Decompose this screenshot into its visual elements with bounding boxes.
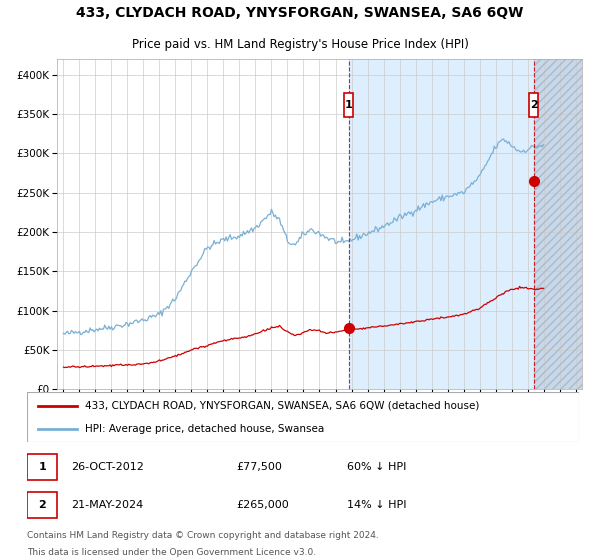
Text: 14% ↓ HPI: 14% ↓ HPI [347, 500, 407, 510]
433, CLYDACH ROAD, YNYSFORGAN, SWANSEA, SA6 6QW (detached house) [60, 363, 67, 370]
Text: Contains HM Land Registry data © Crown copyright and database right 2024.: Contains HM Land Registry data © Crown c… [27, 531, 379, 540]
Text: 1: 1 [38, 462, 46, 472]
HPI: Average price, detached house, Swansea: (2.02e+03, 2.85e+05): Average price, detached house, Swansea: … [482, 161, 490, 168]
433, CLYDACH ROAD, YNYSFORGAN, SWANSEA, SA6 6QW (detached house) [61, 364, 68, 371]
Text: 26-OCT-2012: 26-OCT-2012 [71, 462, 144, 472]
Text: This data is licensed under the Open Government Licence v3.0.: This data is licensed under the Open Gov… [27, 548, 316, 557]
Bar [529, 92, 538, 118]
Text: 433, CLYDACH ROAD, YNYSFORGAN, SWANSEA, SA6 6QW: 433, CLYDACH ROAD, YNYSFORGAN, SWANSEA, … [76, 6, 524, 20]
Line: 433, CLYDACH ROAD, YNYSFORGAN, SWANSEA, SA6 6QW (detached house): 433, CLYDACH ROAD, YNYSFORGAN, SWANSEA, … [64, 286, 544, 367]
Text: £77,500: £77,500 [237, 462, 283, 472]
433, CLYDACH ROAD, YNYSFORGAN, SWANSEA, SA6 6QW (detached house) [350, 325, 358, 332]
Text: 2: 2 [530, 100, 538, 110]
Text: HPI: Average price, detached house, Swansea: HPI: Average price, detached house, Swan… [85, 424, 324, 434]
Text: 60% ↓ HPI: 60% ↓ HPI [347, 462, 407, 472]
Text: 2: 2 [38, 500, 46, 510]
433, CLYDACH ROAD, YNYSFORGAN, SWANSEA, SA6 6QW (detached house) [151, 359, 158, 366]
Text: 1: 1 [345, 100, 353, 110]
433, CLYDACH ROAD, YNYSFORGAN, SWANSEA, SA6 6QW (detached house) [74, 363, 82, 370]
Bar [533, 59, 598, 389]
Text: £265,000: £265,000 [237, 500, 290, 510]
433, CLYDACH ROAD, YNYSFORGAN, SWANSEA, SA6 6QW (detached house) [482, 301, 490, 307]
Bar [533, 59, 598, 389]
HPI: Average price, detached house, Swansea: (2e+03, 6.94e+04): Average price, detached house, Swansea: … [77, 331, 85, 338]
Text: Price paid vs. HM Land Registry's House Price Index (HPI): Price paid vs. HM Land Registry's House … [131, 38, 469, 50]
433, CLYDACH ROAD, YNYSFORGAN, SWANSEA, SA6 6QW (detached house) [361, 326, 368, 333]
Bar [349, 59, 533, 389]
433, CLYDACH ROAD, YNYSFORGAN, SWANSEA, SA6 6QW (detached house) [335, 328, 342, 335]
Text: 433, CLYDACH ROAD, YNYSFORGAN, SWANSEA, SA6 6QW (detached house): 433, CLYDACH ROAD, YNYSFORGAN, SWANSEA, … [85, 400, 479, 410]
433, CLYDACH ROAD, YNYSFORGAN, SWANSEA, SA6 6QW (detached house) [516, 283, 523, 290]
Bar [27, 492, 58, 517]
Bar [344, 92, 353, 118]
HPI: Average price, detached house, Swansea: (2e+03, 7.1e+04): Average price, detached house, Swansea: … [60, 330, 67, 337]
HPI: Average price, detached house, Swansea: (2.01e+03, 1.88e+05): Average price, detached house, Swansea: … [335, 238, 342, 245]
HPI: Average price, detached house, Swansea: (2e+03, 9.34e+04): Average price, detached house, Swansea: … [151, 312, 158, 319]
HPI: Average price, detached house, Swansea: (2.02e+03, 3.11e+05): Average price, detached house, Swansea: … [540, 141, 547, 148]
HPI: Average price, detached house, Swansea: (2.01e+03, 1.97e+05): Average price, detached house, Swansea: … [361, 231, 368, 238]
HPI: Average price, detached house, Swansea: (2e+03, 7.16e+04): Average price, detached house, Swansea: … [73, 329, 80, 336]
Bar [27, 454, 58, 480]
Line: HPI: Average price, detached house, Swansea: HPI: Average price, detached house, Swan… [64, 139, 544, 334]
HPI: Average price, detached house, Swansea: (2.01e+03, 1.9e+05): Average price, detached house, Swansea: … [350, 236, 358, 243]
433, CLYDACH ROAD, YNYSFORGAN, SWANSEA, SA6 6QW (detached house) [540, 285, 547, 292]
HPI: Average price, detached house, Swansea: (2.02e+03, 3.18e+05): Average price, detached house, Swansea: … [500, 136, 507, 142]
Text: 21-MAY-2024: 21-MAY-2024 [71, 500, 143, 510]
